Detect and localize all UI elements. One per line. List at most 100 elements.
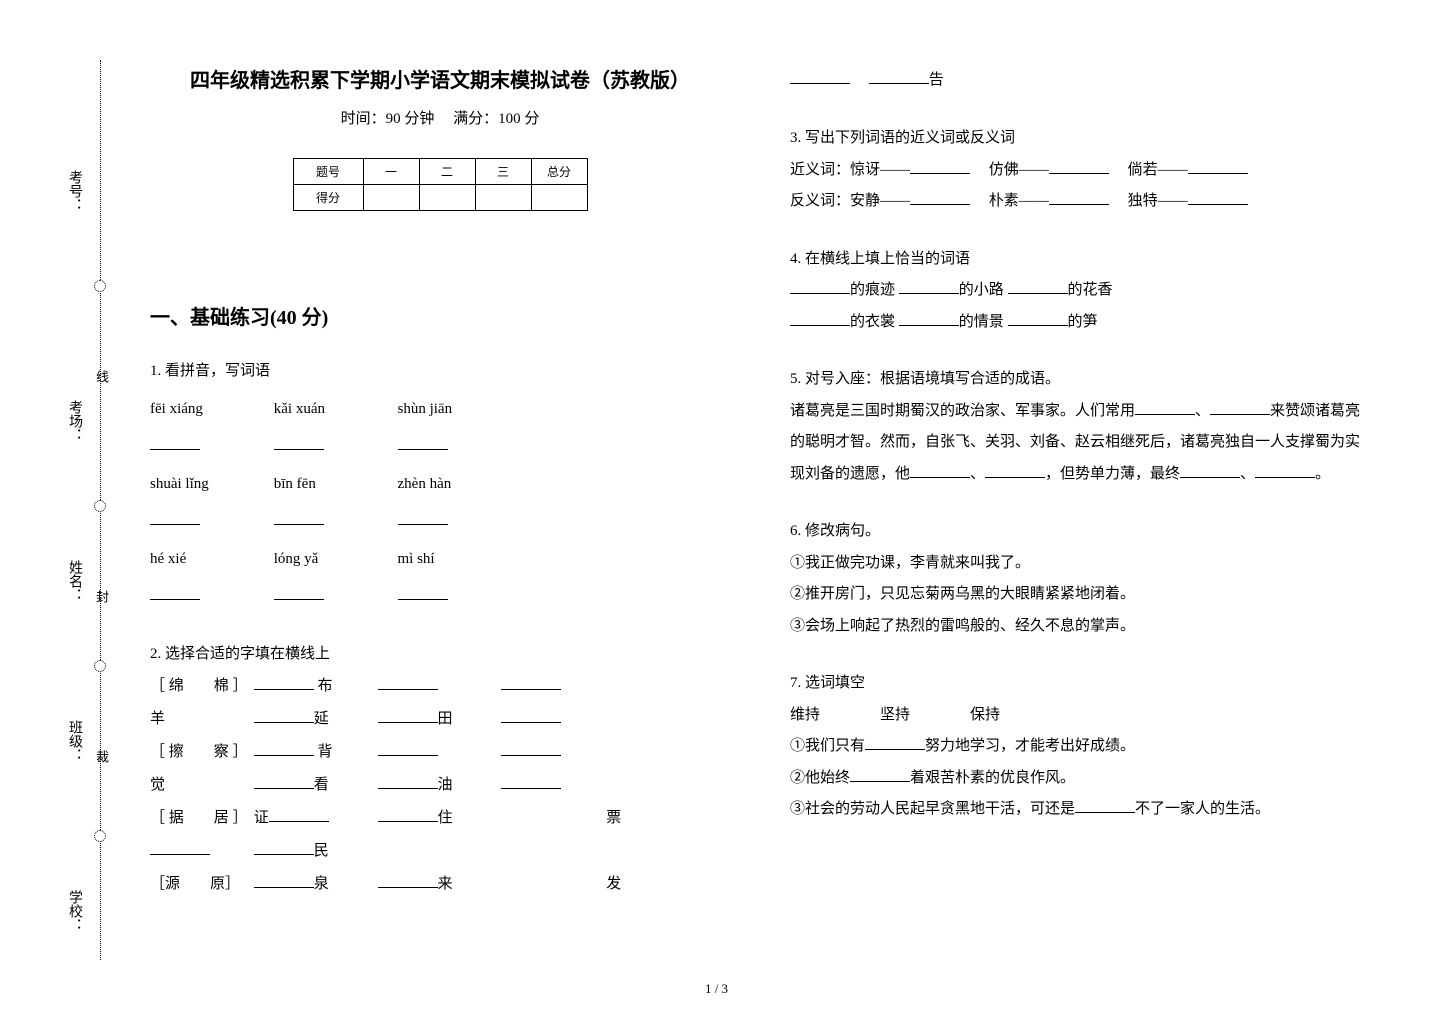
text: 的情景 (959, 314, 1004, 330)
pinyin-row: shuài lǐng bīn fēn zhèn hàn (150, 469, 730, 501)
char: 羊 (150, 703, 250, 736)
char: 来 (438, 876, 453, 892)
char: 背 (318, 744, 333, 760)
time-label: 时间：90 分钟 (341, 111, 435, 127)
text: 的花香 (1068, 282, 1113, 298)
th-total: 总分 (531, 159, 587, 185)
blank (910, 187, 970, 205)
q6-s3: ③会场上响起了热烈的雷鸣般的、经久不息的掌声。 (790, 611, 1370, 643)
blank-row (150, 506, 730, 538)
binding-char-cai: 裁 (92, 750, 111, 763)
blank (865, 732, 925, 750)
question-1: 1. 看拼音，写词语 fēi xiáng kǎi xuán shùn jiān … (150, 356, 730, 613)
char-row: ［ 据 居 ］ 证 住 票 (150, 802, 730, 835)
pinyin: shùn jiān (398, 394, 518, 426)
th-2: 二 (419, 159, 475, 185)
q6-s2: ②推开房门，只见忘菊两乌黑的大眼睛紧紧地闭着。 (790, 579, 1370, 611)
page-number: 1 / 3 (705, 981, 728, 997)
blank (150, 507, 200, 525)
text: 的笋 (1068, 314, 1098, 330)
binding-circle (94, 830, 106, 842)
blank (378, 738, 438, 756)
pinyin-row: hé xié lóng yǎ mì shí (150, 544, 730, 576)
pinyin: fēi xiáng (150, 394, 270, 426)
text: 诸葛亮是三国时期蜀汉的政治家、军事家。人们常用 (790, 403, 1135, 419)
page-content: 四年级精选积累下学期小学语文期末模拟试卷（苏教版） 时间：90 分钟 满分：10… (140, 60, 1400, 960)
text: 的小路 (959, 282, 1004, 298)
blank (378, 804, 438, 822)
blank (790, 276, 850, 294)
exam-subtitle: 时间：90 分钟 满分：100 分 (150, 107, 730, 128)
char-row: 羊 延 田 (150, 703, 730, 736)
th-score: 得分 (293, 185, 363, 211)
blank (910, 460, 970, 478)
text: ③社会的劳动人民起早贪黑地干活，可还是 (790, 801, 1075, 817)
binding-column: 学校： 裁 班级： 封 姓名： 考场： 线 考号： (40, 0, 120, 1011)
pinyin: lóng yǎ (274, 544, 394, 576)
q6-s1: ①我正做完功课，李青就来叫我了。 (790, 548, 1370, 580)
char-row: 觉 看 油 (150, 769, 730, 802)
blank (985, 460, 1045, 478)
q3-line: 反义词：安静—— 朴素—— 独特—— (790, 186, 1370, 218)
blank (1188, 156, 1248, 174)
binding-label-school: 学校： (64, 890, 84, 932)
q3-line: 近义词：惊讶—— 仿佛—— 倘若—— (790, 155, 1370, 187)
text: 近义词：惊讶—— (790, 162, 910, 178)
q7-s2: ②他始终着艰苦朴素的优良作风。 (790, 763, 1370, 795)
table-row: 得分 (293, 185, 587, 211)
punc: 、 (1195, 403, 1210, 419)
binding-char-feng: 封 (92, 590, 111, 603)
blank (150, 582, 200, 600)
blank (254, 738, 314, 756)
binding-char-xian: 线 (92, 370, 111, 383)
char: 票 (606, 810, 621, 826)
pinyin: hé xié (150, 544, 270, 576)
binding-label-class: 班级： (64, 720, 84, 762)
text: 努力地学习，才能考出好成绩。 (925, 738, 1135, 754)
binding-circle (94, 500, 106, 512)
blank (150, 432, 200, 450)
th-3: 三 (475, 159, 531, 185)
pinyin: shuài lǐng (150, 469, 270, 501)
q4-line: 的痕迹 的小路 的花香 (790, 275, 1370, 307)
char: 觉 (150, 769, 250, 802)
text: 朴素—— (989, 193, 1049, 209)
blank (398, 432, 448, 450)
blank (869, 66, 929, 84)
blank (1135, 397, 1195, 415)
blank (790, 308, 850, 326)
punc: 、 (1240, 466, 1255, 482)
blank (378, 705, 438, 723)
table-row: 题号 一 二 三 总分 (293, 159, 587, 185)
score-cell (419, 185, 475, 211)
q3-title: 3. 写出下列词语的近义词或反义词 (790, 123, 1370, 155)
fullscore-label: 满分：100 分 (453, 111, 539, 127)
char-option: ［ 据 居 ］ (150, 802, 250, 835)
question-6: 6. 修改病句。 ①我正做完功课，李青就来叫我了。 ②推开房门，只见忘菊两乌黑的… (790, 516, 1370, 642)
blank (254, 672, 314, 690)
right-column: 告 3. 写出下列词语的近义词或反义词 近义词：惊讶—— 仿佛—— 倘若—— 反… (790, 60, 1370, 826)
pinyin-row: fēi xiáng kǎi xuán shùn jiān (150, 394, 730, 426)
question-7: 7. 选词填空 维持 坚持 保持 ①我们只有努力地学习，才能考出好成绩。 ②他始… (790, 668, 1370, 826)
char: 油 (438, 777, 453, 793)
blank (378, 672, 438, 690)
binding-circle (94, 280, 106, 292)
score-cell (475, 185, 531, 211)
blank (274, 432, 324, 450)
punc: 。 (1315, 466, 1330, 482)
text: 的衣裳 (850, 314, 895, 330)
text: 独特—— (1128, 193, 1188, 209)
blank (1180, 460, 1240, 478)
char-row: ［ 绵 棉 ］ 布 (150, 670, 730, 703)
blank (398, 582, 448, 600)
blank (501, 705, 561, 723)
pinyin: kǎi xuán (274, 394, 394, 426)
q5-body: 诸葛亮是三国时期蜀汉的政治家、军事家。人们常用、来赞颂诸葛亮的聪明才智。然而，自… (790, 396, 1370, 491)
q7-s1: ①我们只有努力地学习，才能考出好成绩。 (790, 731, 1370, 763)
blank (1188, 187, 1248, 205)
text: 不了一家人的生活。 (1135, 801, 1270, 817)
blank (378, 870, 438, 888)
score-cell (531, 185, 587, 211)
char-row: 告 (790, 64, 1370, 97)
char: 田 (438, 711, 453, 727)
